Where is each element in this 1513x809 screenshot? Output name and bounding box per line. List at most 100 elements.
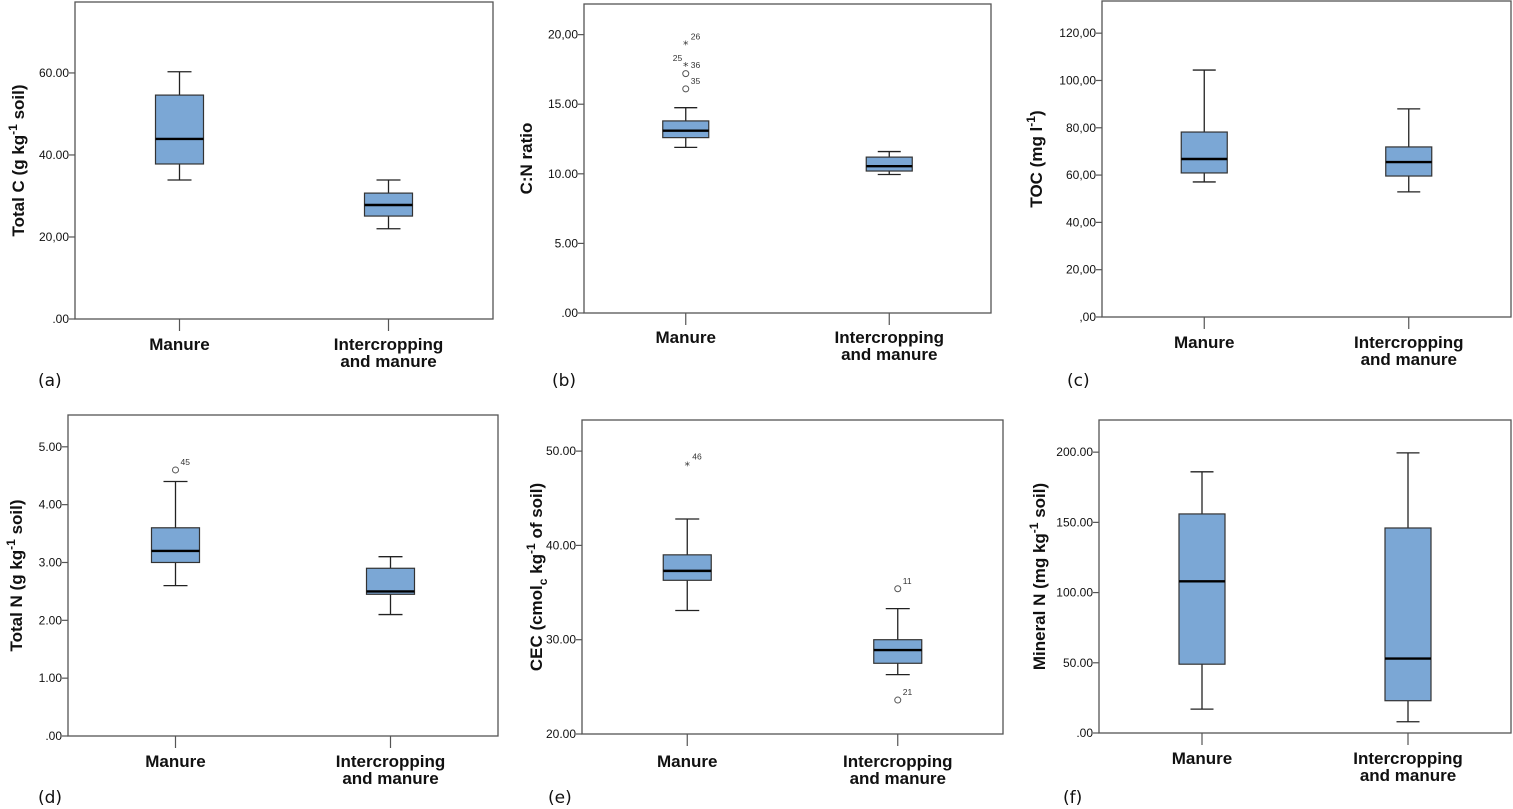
box-a-intercropping [363,179,414,230]
panel-label: (f) [1063,788,1082,808]
y-tick-label: 4.00 [39,498,63,512]
y-tick-label: 2.00 [39,613,63,627]
box-a-manure [154,71,205,181]
y-axis-label: Total N (g kg-1 soil) [4,499,26,651]
panel-label: (e) [548,788,572,808]
y-tick-label: 5.00 [555,236,579,250]
y-tick-label: .00 [561,306,578,320]
x-tick-label: Manure [149,335,209,354]
iqr-box [365,567,416,595]
y-tick-label: 60.00 [39,66,69,80]
outlier-label: 21 [903,687,913,697]
y-tick-label: ,00 [1079,310,1096,324]
x-tick-label: Intercropping [1354,333,1464,352]
outlier-circle [682,70,690,78]
plot-area [581,419,1004,735]
panel-label: (a) [38,371,62,391]
box-c-manure [1180,69,1228,183]
x-tick-label: Intercropping [834,328,944,347]
iqr-box [150,527,201,564]
iqr-box [873,639,923,664]
plot-area [583,3,992,314]
outlier-star: * [683,39,689,52]
iqr-box [865,156,913,172]
x-tick-label: Intercropping [334,335,444,354]
x-tick-label: Intercropping [1353,749,1463,768]
plot-area [67,414,499,737]
y-tick-label: 50.00 [546,444,576,458]
outlier-label: 35 [691,76,701,86]
iqr-box [1180,131,1228,174]
outlier-circle [894,696,902,704]
panel-e: 20.00 30.00 40.00 50.00 CEC (cmolc kg-1 of s… [524,419,1004,808]
y-tick-label: 120,00 [1059,26,1096,40]
y-tick-label: 200.00 [1056,445,1093,459]
panel-label: (d) [38,788,62,808]
panel-d: .00 1.00 2.00 3.00 4.00 5.00 Total N (g kg-1 s… [4,414,499,808]
y-tick-label: 20,00 [1066,263,1096,277]
outlier-star: * [685,459,691,472]
iqr-box [662,554,712,581]
panel-a: .00 20,00 40.00 60.00 Total C (g kg-1 soil) M… [6,1,494,391]
outlier-label: 46 [692,451,702,461]
y-tick-label: 100,00 [1059,73,1096,87]
y-tick-label: 15.00 [548,97,578,111]
y-tick-label: 20,00 [39,230,69,244]
y-tick-label: 30.00 [546,633,576,647]
iqr-box [154,94,205,165]
outlier-circle [894,585,902,593]
outlier-label: 11 [903,576,912,586]
y-axis-label: Total C (g kg-1 soil) [6,84,28,236]
box-f-manure [1178,471,1226,710]
x-tick-label: Manure [656,328,716,347]
outlier-label: 45 [181,457,191,467]
y-axis-label: TOC (mg l-1) [1024,110,1046,207]
x-tick-label: Intercropping [843,752,953,771]
box-b-intercropping [865,150,913,176]
box-f-intercropping [1384,452,1432,723]
y-tick-label: 5.00 [39,440,63,454]
y-tick-label: 20.00 [546,727,576,741]
outlier-label: 26 [691,32,701,42]
y-axis-label: Mineral N (mg kg-1 soil) [1027,483,1049,670]
iqr-box [1178,513,1226,665]
outlier-label: 36 [691,60,701,70]
outlier-star: * [683,60,689,73]
y-tick-label: .00 [1076,726,1093,740]
y-tick-label: 40.00 [546,538,576,552]
x-tick-label: Manure [657,752,717,771]
x-tick-label: and manure [1360,766,1456,785]
panel-c: ,00 20,00 40,00 60,00 80,00 100,00 120,00 TOC (… [1024,0,1512,391]
x-tick-label: Manure [145,752,205,771]
y-axis-label: CEC (cmolc kg-1 of soil) [524,483,550,671]
box-e-intercropping: 11 21 [873,576,923,704]
y-tick-label: 40.00 [39,148,69,162]
outlier-label: 25 [673,53,683,63]
x-tick-label: and manure [340,352,436,371]
panel-label: (c) [1067,371,1090,391]
x-tick-label: and manure [1361,350,1457,369]
x-tick-label: Manure [1172,749,1232,768]
y-tick-label: .00 [52,312,69,326]
panel-label: (b) [552,371,576,391]
x-tick-label: and manure [841,345,937,364]
y-tick-label: 50.00 [1063,656,1093,670]
x-tick-label: Manure [1174,333,1234,352]
box-d-manure: 45 [150,457,201,587]
y-tick-label: 20,00 [548,28,578,42]
y-tick-label: 3.00 [39,555,63,569]
x-tick-label: and manure [850,769,946,788]
plot-area [74,1,494,320]
panel-b: .00 5.00 10.00 15.00 20,00 C:N ratio Manure Int… [517,3,992,391]
outlier-circle [682,85,690,93]
x-tick-label: and manure [342,769,438,788]
y-tick-label: 100.00 [1056,586,1093,600]
y-axis-label: C:N ratio [517,123,536,195]
y-tick-label: 80,00 [1066,121,1096,135]
x-tick-label: Intercropping [336,752,446,771]
iqr-box [1384,527,1432,702]
y-tick-label: 60,00 [1066,168,1096,182]
y-tick-label: 10.00 [548,167,578,181]
plot-area [1098,419,1512,734]
